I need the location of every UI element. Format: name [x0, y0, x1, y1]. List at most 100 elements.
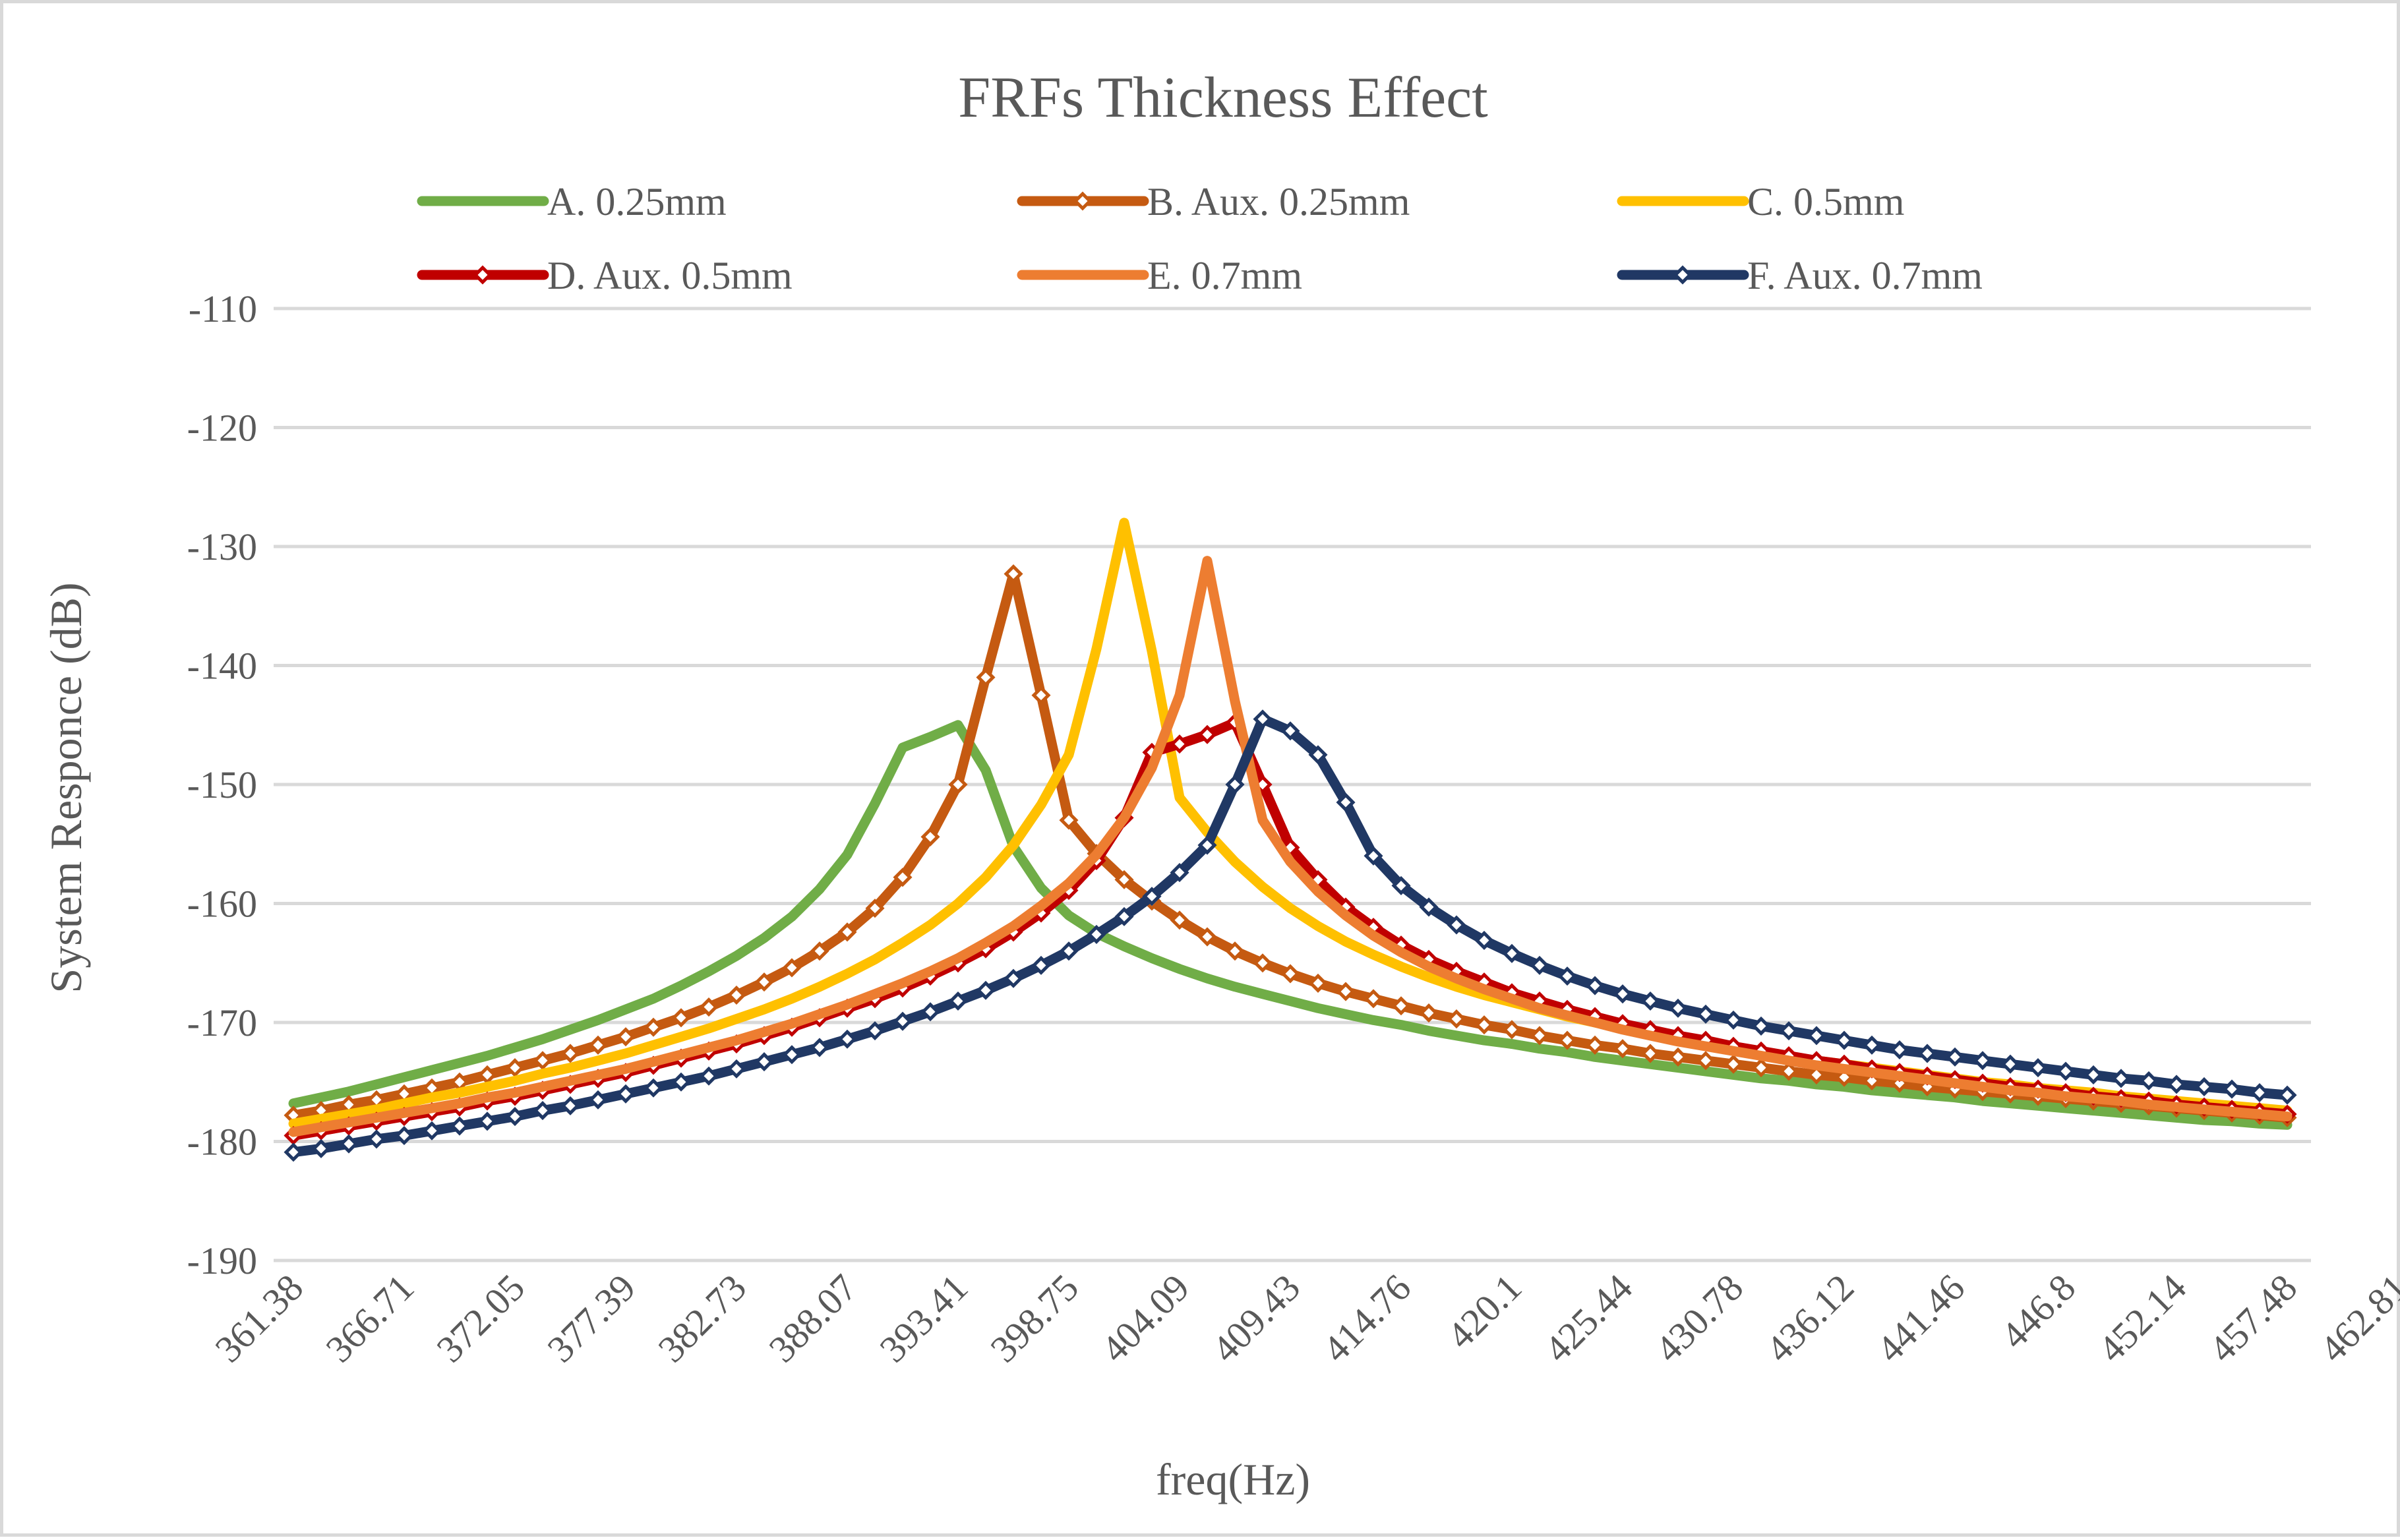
data-point — [1613, 1039, 1633, 1059]
data-point — [1640, 1044, 1660, 1063]
y-tick-label: -180 — [187, 1121, 257, 1164]
data-point — [1530, 1026, 1549, 1046]
y-tick-label: -150 — [187, 763, 257, 806]
data-point — [1253, 709, 1273, 729]
data-point — [2250, 1082, 2269, 1103]
data-point — [1640, 991, 1660, 1011]
legend-label: D. Aux. 0.5mm — [547, 254, 793, 297]
x-tick-label: 452.14 — [2089, 1266, 2194, 1371]
data-point — [782, 958, 802, 978]
data-point — [2111, 1069, 2131, 1088]
data-point — [505, 1058, 525, 1078]
legend-label: B. Aux. 0.25mm — [1147, 180, 1410, 223]
data-point — [1834, 1030, 1854, 1050]
x-tick-label: 366.71 — [317, 1266, 422, 1371]
data-point — [1170, 910, 1189, 930]
data-point — [1308, 973, 1328, 993]
data-point — [616, 1027, 636, 1047]
data-point — [1585, 976, 1605, 995]
y-axis-title: System Responce (dB) — [41, 582, 91, 993]
data-point — [1696, 1051, 1716, 1071]
series-line — [288, 518, 2293, 1129]
data-point — [1447, 915, 1466, 935]
data-point — [1004, 968, 1023, 988]
data-point — [837, 1029, 857, 1049]
legend-label: F. Aux. 0.7mm — [1747, 254, 1983, 297]
x-tick-label: 441.46 — [1868, 1266, 1973, 1371]
legend-label: E. 0.7mm — [1147, 254, 1302, 297]
x-tick-label: 425.44 — [1536, 1266, 1640, 1371]
data-point — [367, 1129, 386, 1149]
legend-label: A. 0.25mm — [547, 180, 727, 223]
data-point — [727, 985, 746, 1005]
data-point — [1751, 1016, 1771, 1036]
series-6 — [284, 709, 2297, 1162]
data-point — [394, 1125, 414, 1146]
data-point — [2000, 1054, 2020, 1074]
series-3 — [288, 518, 2293, 1129]
data-point — [727, 1059, 746, 1079]
data-point — [1336, 982, 1356, 1001]
legend-item: D. Aux. 0.5mm — [417, 254, 793, 297]
data-point — [1890, 1040, 1909, 1060]
data-point — [1364, 989, 1383, 1009]
data-point — [1917, 1044, 1937, 1063]
data-point — [699, 997, 719, 1017]
x-tick-label: 377.39 — [539, 1266, 644, 1371]
data-point — [1253, 953, 1273, 973]
data-point — [976, 980, 996, 1000]
data-point — [1668, 1047, 1688, 1067]
data-point — [1973, 1051, 1993, 1071]
x-tick-label: 462.81 — [2311, 1266, 2400, 1371]
legend-marker — [1673, 265, 1693, 285]
legend-marker — [1073, 191, 1093, 211]
data-point — [1031, 686, 1051, 705]
data-point — [477, 1111, 497, 1131]
data-point — [1447, 1009, 1466, 1029]
data-point — [1170, 863, 1189, 883]
data-point — [1197, 835, 1217, 855]
data-point — [1170, 734, 1189, 754]
data-point — [1004, 564, 1023, 584]
data-point — [948, 991, 968, 1011]
data-point — [2277, 1085, 2297, 1105]
data-point — [1668, 998, 1688, 1018]
legend-item: C. 0.5mm — [1617, 180, 1904, 223]
data-point — [1225, 941, 1245, 961]
data-point — [865, 1021, 885, 1041]
data-point — [1391, 875, 1411, 895]
data-point — [616, 1084, 636, 1104]
data-point — [588, 1090, 608, 1110]
data-point — [1807, 1065, 1826, 1084]
data-point — [1031, 955, 1051, 975]
y-tick-label: -160 — [187, 883, 257, 926]
data-point — [1474, 1015, 1494, 1035]
x-axis-title: freq(Hz) — [1156, 1454, 1310, 1504]
y-tick-label: -130 — [187, 525, 257, 568]
data-point — [1087, 924, 1106, 944]
data-point — [1197, 725, 1217, 744]
data-point — [533, 1101, 553, 1121]
data-point — [1142, 887, 1162, 906]
data-point — [1724, 1010, 1743, 1030]
data-point — [339, 1134, 359, 1154]
data-point — [1308, 745, 1328, 765]
legend-label: C. 0.5mm — [1747, 180, 1904, 223]
legend-marker — [473, 265, 493, 285]
data-point — [699, 1066, 719, 1086]
x-tick-label: 409.43 — [1203, 1266, 1308, 1371]
legend-item: E. 0.7mm — [1017, 254, 1302, 297]
y-tick-label: -120 — [187, 407, 257, 450]
y-tick-label: -140 — [187, 645, 257, 688]
legend-item: A. 0.25mm — [417, 180, 727, 223]
data-point — [560, 1096, 580, 1115]
data-point — [1225, 775, 1245, 794]
line-chart: FRFs Thickness Effect A. 0.25mm B. Aux. 0… — [41, 66, 2400, 1504]
data-point — [893, 868, 913, 887]
data-point — [450, 1116, 469, 1136]
series-line — [288, 556, 2293, 1137]
y-tick-label: -190 — [187, 1239, 257, 1282]
data-point — [533, 1051, 553, 1071]
data-point — [2084, 1065, 2103, 1084]
